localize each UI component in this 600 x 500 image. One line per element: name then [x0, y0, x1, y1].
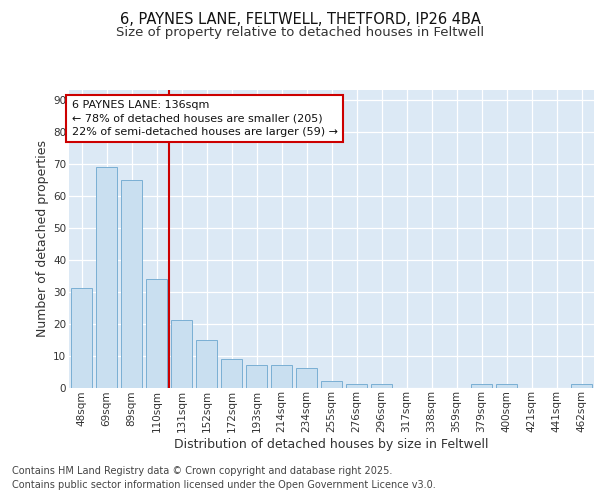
Bar	[346, 384, 367, 388]
X-axis label: Distribution of detached houses by size in Feltwell: Distribution of detached houses by size …	[174, 438, 489, 451]
Bar	[171, 320, 192, 388]
Bar	[371, 384, 392, 388]
Bar	[571, 384, 592, 388]
Text: 6, PAYNES LANE, FELTWELL, THETFORD, IP26 4BA: 6, PAYNES LANE, FELTWELL, THETFORD, IP26…	[119, 12, 481, 28]
Bar	[471, 384, 492, 388]
Text: 6 PAYNES LANE: 136sqm
← 78% of detached houses are smaller (205)
22% of semi-det: 6 PAYNES LANE: 136sqm ← 78% of detached …	[71, 100, 338, 137]
Y-axis label: Number of detached properties: Number of detached properties	[36, 140, 49, 337]
Bar	[271, 365, 292, 388]
Bar	[321, 381, 342, 388]
Bar	[196, 340, 217, 388]
Bar	[71, 288, 92, 388]
Bar	[246, 365, 267, 388]
Text: Size of property relative to detached houses in Feltwell: Size of property relative to detached ho…	[116, 26, 484, 39]
Bar	[496, 384, 517, 388]
Bar	[296, 368, 317, 388]
Bar	[96, 167, 117, 388]
Bar	[146, 278, 167, 388]
Bar	[121, 180, 142, 388]
Text: Contains public sector information licensed under the Open Government Licence v3: Contains public sector information licen…	[12, 480, 436, 490]
Text: Contains HM Land Registry data © Crown copyright and database right 2025.: Contains HM Land Registry data © Crown c…	[12, 466, 392, 476]
Bar	[221, 358, 242, 388]
